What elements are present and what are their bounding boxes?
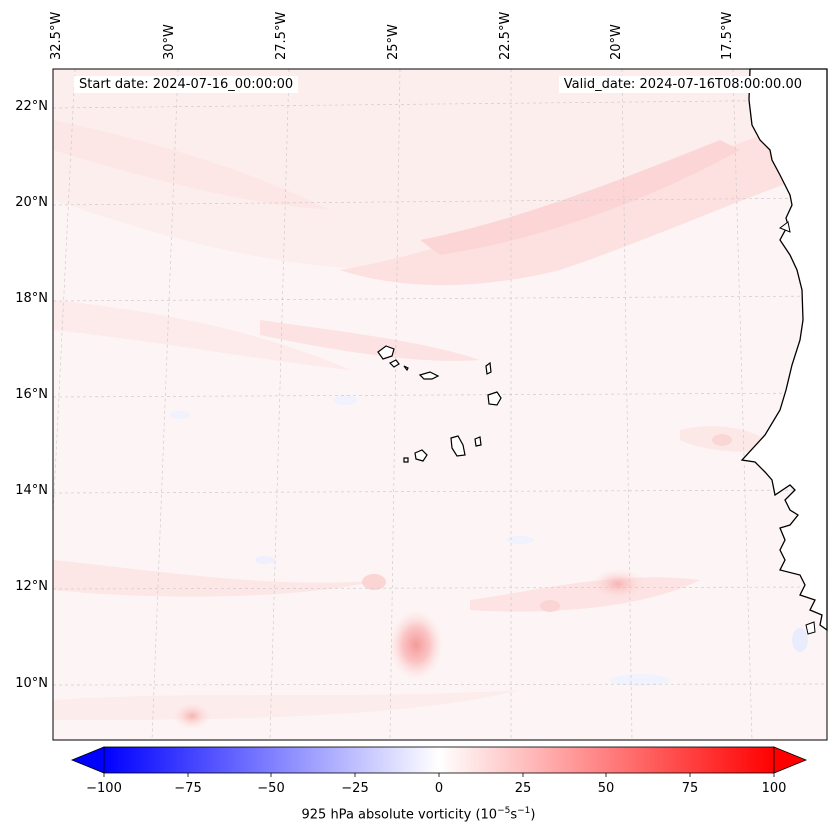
lat-label: 20°N [15, 195, 48, 210]
colorbar-tick: −50 [257, 781, 285, 796]
african-coastline [740, 68, 828, 635]
vorticity-field [53, 69, 827, 740]
colorbar-label: 925 hPa absolute vorticity (10−5s−1) [301, 806, 536, 823]
colorbar-tick: 100 [761, 781, 787, 796]
lat-label: 10°N [15, 676, 48, 691]
colorbar-tick: 75 [681, 781, 699, 796]
map-frame [52, 68, 828, 741]
lon-label: 17.5°W [720, 11, 735, 60]
lon-label: 25°W [386, 24, 401, 60]
colorbar-tick: 0 [434, 781, 444, 796]
colorbar-tick: −100 [86, 781, 122, 796]
vortex-east [590, 568, 646, 600]
valid-date-label: Valid_date: 2024-07-16T08:00:00.00 [558, 76, 807, 93]
lat-label: 16°N [15, 387, 48, 402]
graticule [53, 69, 827, 740]
lon-label: 27.5°W [274, 11, 289, 60]
colorbar [70, 746, 808, 777]
colorbar-tick: −25 [341, 781, 369, 796]
lat-label: 18°N [15, 291, 48, 306]
lat-label: 12°N [15, 579, 48, 594]
lat-label: 22°N [15, 99, 48, 114]
lon-label: 20°W [609, 24, 624, 60]
colorbar-tick: 50 [597, 781, 615, 796]
cape-verde-islands [377, 345, 502, 463]
vortex-main [388, 609, 444, 681]
lon-label: 32.5°W [49, 11, 64, 60]
colorbar-tick: 25 [514, 781, 532, 796]
lon-label: 30°W [162, 24, 177, 60]
vortex-southwest [172, 702, 212, 730]
lat-label: 14°N [15, 483, 48, 498]
colorbar-tick: −75 [174, 781, 202, 796]
lon-label: 22.5°W [498, 11, 513, 60]
start-date-label: Start date: 2024-07-16_00:00:00 [74, 76, 299, 93]
